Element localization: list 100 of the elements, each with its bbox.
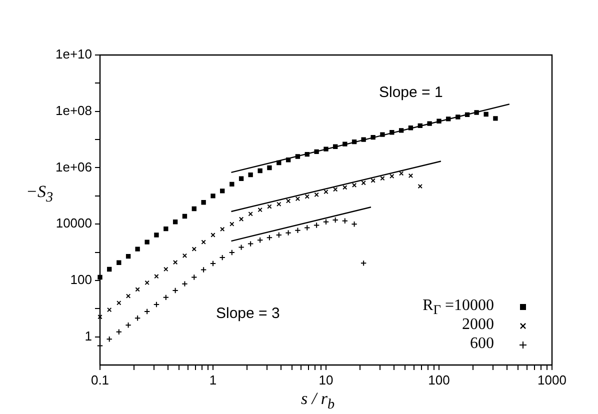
point — [276, 160, 282, 166]
point — [464, 112, 470, 118]
x-tick-label: 10 — [318, 372, 334, 388]
point — [474, 110, 479, 115]
point — [116, 328, 122, 335]
point — [352, 139, 357, 144]
point — [135, 287, 140, 292]
point — [390, 174, 394, 179]
point — [333, 144, 338, 149]
y-tick-label: 1 — [84, 328, 92, 344]
y-tick-label: 1e+10 — [55, 46, 92, 62]
point — [493, 116, 498, 121]
point — [258, 208, 262, 212]
point — [361, 137, 366, 142]
point — [370, 134, 376, 140]
y-tick-label: 10000 — [56, 216, 92, 231]
point — [230, 182, 234, 187]
point — [201, 200, 206, 205]
y-axis-title: −S$_{3}$ — [26, 182, 54, 206]
point — [220, 188, 225, 194]
point — [106, 336, 112, 342]
point — [266, 234, 273, 241]
point — [247, 240, 254, 247]
point — [418, 123, 422, 128]
point — [182, 280, 188, 287]
point — [210, 194, 216, 198]
point — [172, 220, 178, 224]
point — [304, 224, 310, 231]
legend-label: 600 — [470, 335, 494, 353]
point — [153, 301, 160, 308]
point — [324, 146, 328, 152]
point — [107, 266, 112, 272]
point — [220, 226, 225, 232]
point — [333, 187, 338, 192]
point — [313, 222, 320, 228]
point — [144, 280, 150, 286]
point — [172, 287, 178, 294]
point — [398, 128, 404, 133]
point — [390, 130, 394, 135]
point — [191, 274, 198, 280]
point — [125, 322, 132, 328]
point — [285, 230, 292, 236]
point — [342, 218, 348, 224]
point — [201, 240, 206, 244]
point — [162, 294, 169, 301]
legend-label: 2000 — [462, 316, 494, 334]
legend-label: R$_{Γ}$ =10000 — [422, 297, 494, 318]
point — [360, 260, 367, 266]
point — [322, 218, 330, 225]
point — [192, 246, 196, 252]
point — [182, 214, 188, 219]
x-tick-label: 1000 — [538, 372, 566, 388]
point — [248, 172, 253, 178]
point — [370, 178, 376, 183]
point — [294, 227, 301, 234]
point — [164, 226, 168, 232]
point — [398, 171, 404, 176]
point — [314, 192, 319, 198]
point — [172, 260, 178, 265]
point — [116, 300, 122, 306]
point — [361, 180, 366, 186]
point — [98, 274, 102, 280]
point — [116, 260, 122, 265]
point — [304, 194, 310, 199]
point — [256, 237, 264, 244]
point — [286, 198, 291, 204]
point — [135, 246, 140, 252]
point — [324, 189, 328, 194]
x-axis-title: s / r$_{b}$ — [301, 389, 335, 414]
point — [314, 149, 319, 154]
point — [98, 314, 102, 320]
point — [427, 121, 432, 126]
point — [267, 204, 272, 209]
point — [342, 185, 348, 190]
point — [286, 158, 291, 162]
point — [144, 308, 150, 315]
y-tick-label: 1e+08 — [55, 102, 92, 118]
point — [134, 315, 141, 322]
point — [238, 176, 244, 181]
point — [154, 232, 159, 238]
point — [436, 118, 442, 124]
point — [230, 222, 234, 226]
point — [418, 184, 422, 189]
point — [380, 176, 385, 181]
x-tick-label: 0.1 — [90, 372, 110, 388]
point — [210, 232, 216, 238]
point — [380, 132, 385, 137]
point — [446, 116, 451, 122]
point — [219, 254, 226, 261]
point — [200, 266, 207, 273]
point — [332, 216, 338, 224]
point — [126, 294, 131, 298]
point — [258, 168, 262, 174]
point — [267, 165, 272, 170]
point — [228, 249, 236, 256]
point — [126, 254, 131, 259]
y-tick-label: 100 — [70, 272, 92, 288]
point — [164, 266, 168, 272]
point — [408, 126, 414, 130]
point — [144, 240, 150, 244]
